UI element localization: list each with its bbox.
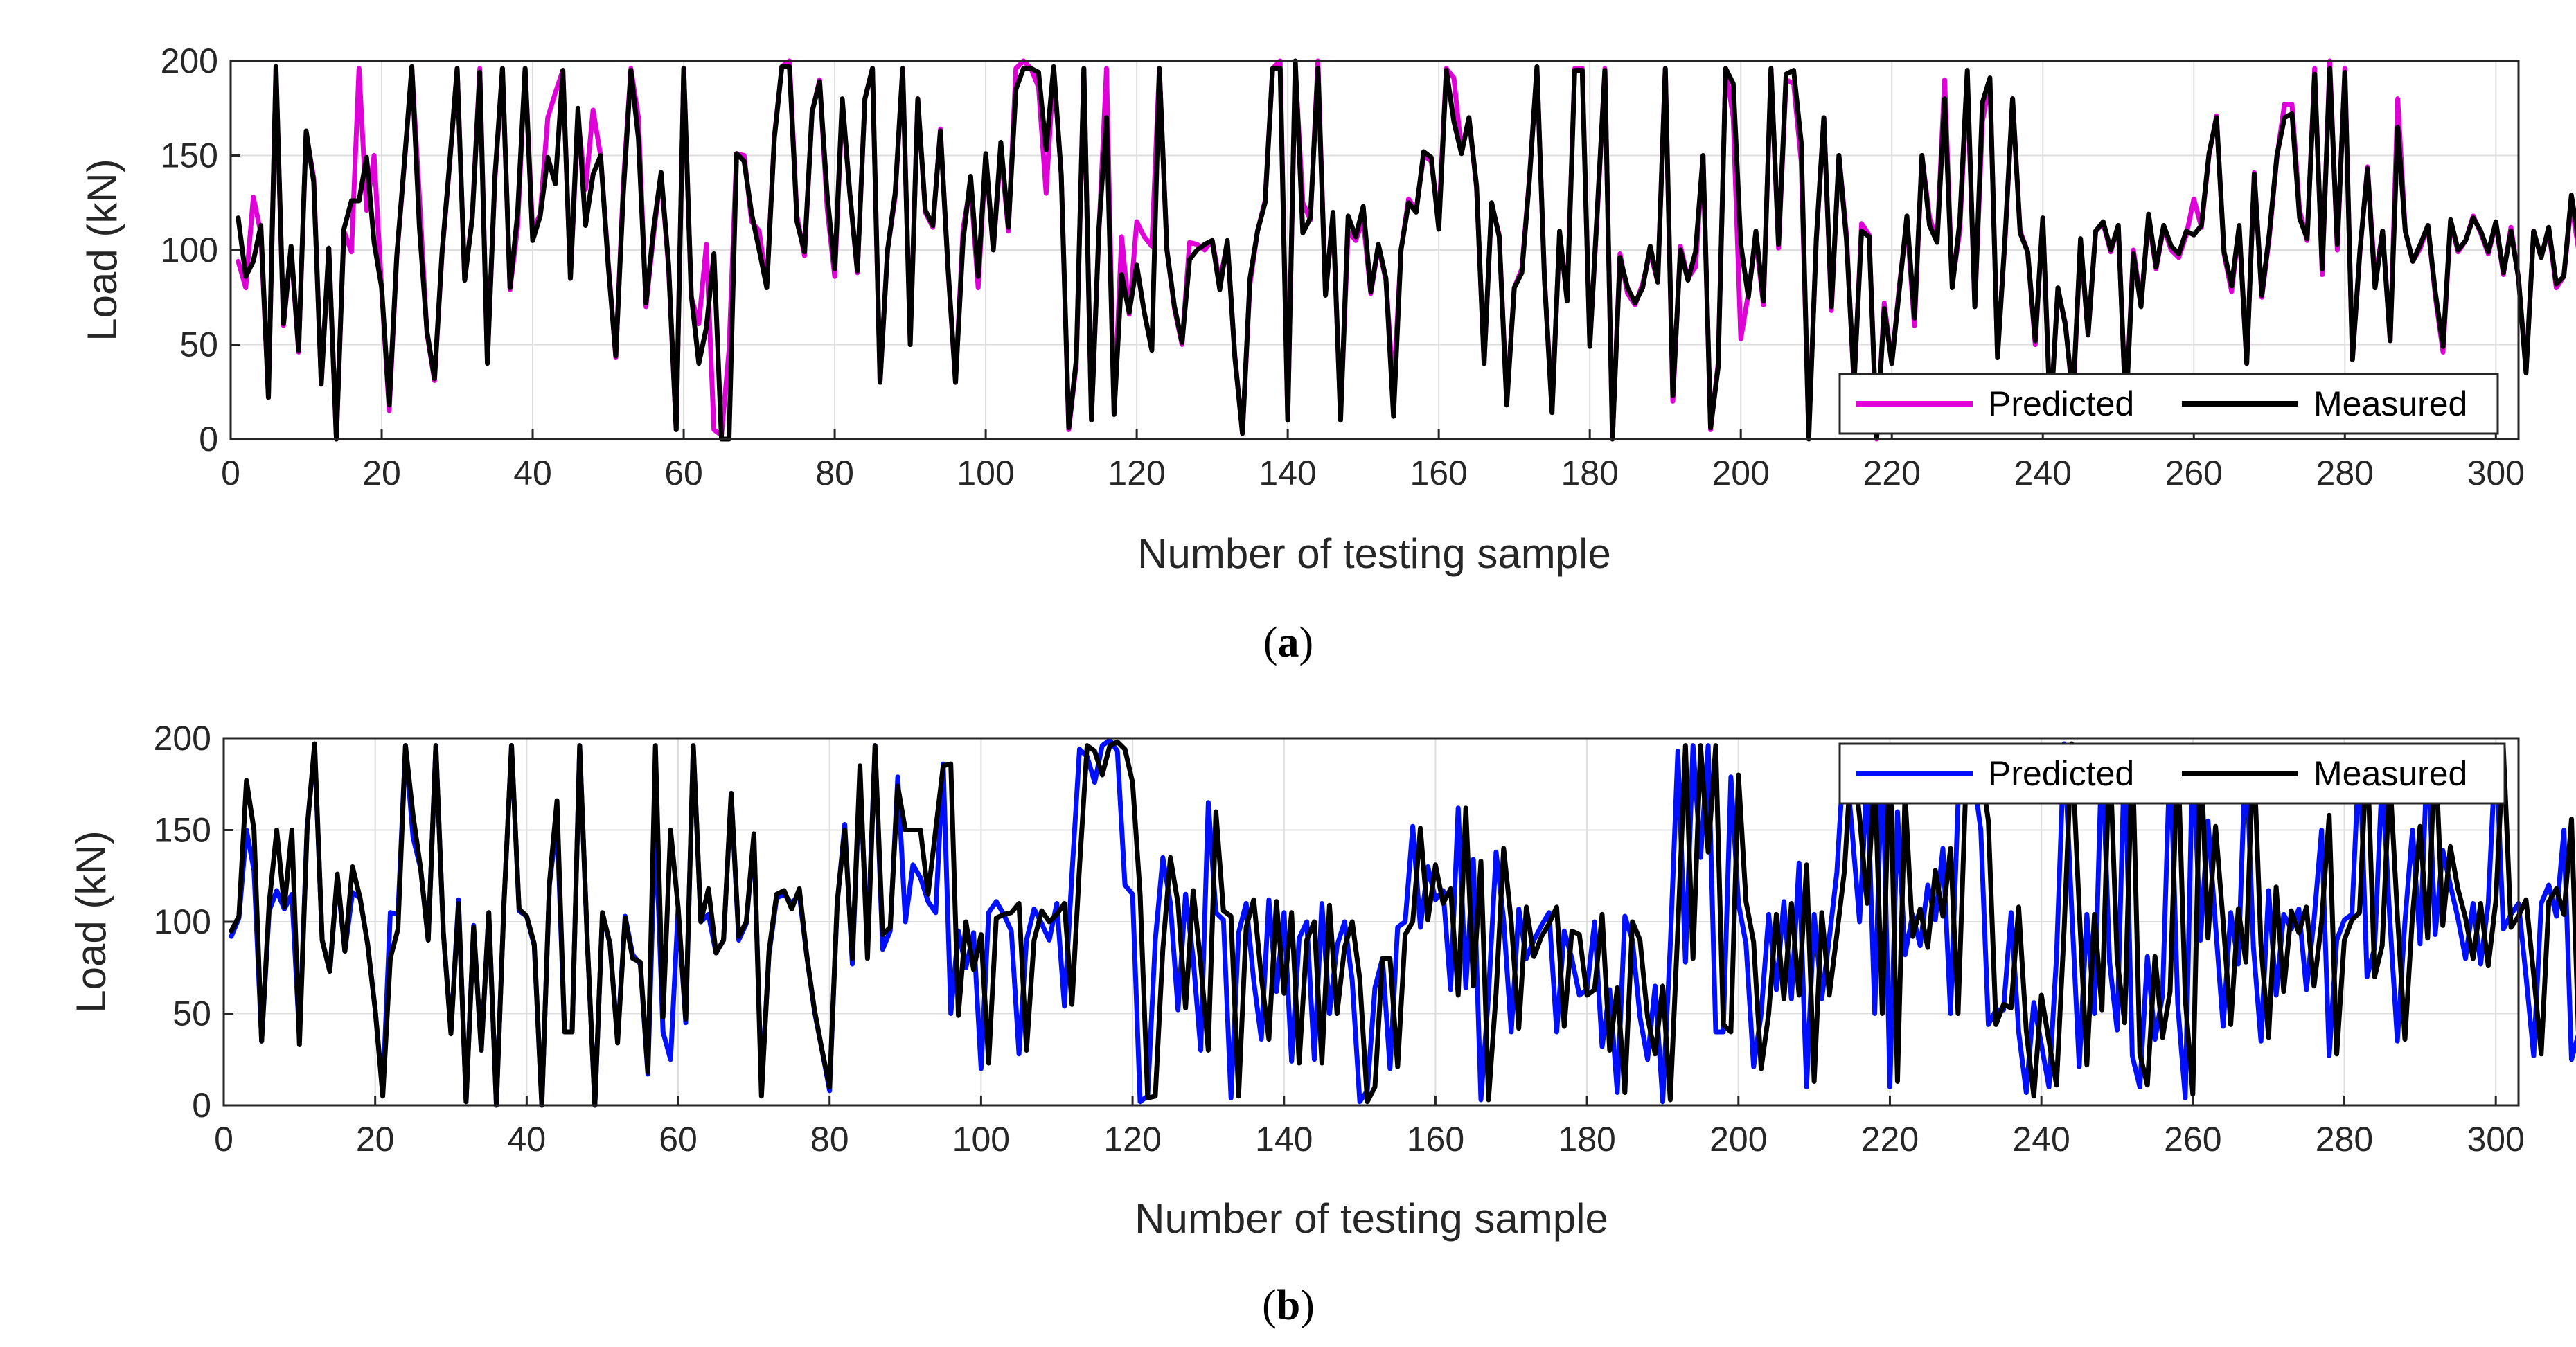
panel-b-y-axis-label: Load (kN)	[68, 830, 114, 1013]
panel-b-x-tick-label: 60	[659, 1120, 698, 1159]
panel-a-legend-measured-label: Measured	[2313, 384, 2467, 423]
panel-a-caption: (a)	[1263, 619, 1313, 666]
panel-a-x-tick-label: 280	[2316, 454, 2374, 492]
panel-a-x-tick-label: 120	[1108, 454, 1165, 492]
panel-a-y-tick-label: 100	[161, 231, 218, 269]
panel-a-x-tick-label: 0	[221, 454, 240, 492]
panel-a-legend-predicted-label: Predicted	[1988, 384, 2134, 423]
panel-b-lines	[229, 738, 2576, 1108]
panel-b-x-tick-label: 260	[2164, 1120, 2221, 1159]
panel-b-x-tick-label: 120	[1103, 1120, 1161, 1159]
panel-a-y-axis-label: Load (kN)	[79, 159, 125, 341]
panel-b-x-axis-label: Number of testing sample	[1135, 1195, 1608, 1242]
panel-b-series-measured-line	[229, 739, 2576, 1108]
panel-a-caption-letter: a	[1278, 619, 1299, 666]
panel-a-x-tick-label: 140	[1259, 454, 1316, 492]
panel-b-legend-predicted-label: Predicted	[1988, 754, 2134, 793]
panel-b-x-tick-label: 0	[214, 1120, 233, 1159]
panel-a-x-tick-label: 100	[957, 454, 1014, 492]
panel-b-caption: (b)	[1262, 1282, 1315, 1329]
panel-b-x-tick-label: 140	[1255, 1120, 1313, 1159]
panel-a-x-tick-label: 260	[2165, 454, 2223, 492]
panel-a: 0 20 40 60 80 100 120 140 160 180 200 220 240 260 280 3…	[79, 42, 2576, 666]
panel-a-y-tick-label: 150	[161, 136, 218, 175]
panel-a-series-measured-line	[236, 58, 2576, 442]
panel-a-x-tick-label: 200	[1712, 454, 1769, 492]
panel-a-x-tick-label: 240	[2014, 454, 2072, 492]
panel-b-y-tick-label: 100	[154, 902, 211, 941]
panel-b-x-tick-label: 80	[810, 1120, 849, 1159]
panel-b-x-tick-label: 160	[1407, 1120, 1464, 1159]
panel-b-ticks: 0 20 40 60 80 100 120 140 160 180 200 220 240 260 280 3…	[154, 719, 2525, 1159]
panel-a-y-tick-label: 0	[199, 420, 218, 458]
panel-b-y-tick-label: 200	[154, 719, 211, 758]
panel-a-x-tick-label: 40	[513, 454, 552, 492]
panel-b-x-tick-label: 240	[2012, 1120, 2070, 1159]
panel-b-legend-measured-label: Measured	[2313, 754, 2467, 793]
panel-a-x-tick-label: 20	[362, 454, 401, 492]
panel-a-x-tick-label: 60	[664, 454, 703, 492]
panel-b-x-tick-label: 200	[1709, 1120, 1767, 1159]
panel-b-y-tick-label: 50	[172, 994, 211, 1033]
panel-b: 0 20 40 60 80 100 120 140 160 180 200 220 240 260 280 3…	[68, 719, 2576, 1329]
panel-a-y-tick-label: 200	[161, 42, 218, 80]
panel-a-x-tick-label: 220	[1863, 454, 1920, 492]
panel-b-x-tick-label: 220	[1861, 1120, 1919, 1159]
panel-b-x-tick-label: 40	[508, 1120, 547, 1159]
panel-b-x-tick-label: 280	[2316, 1120, 2373, 1159]
panel-a-x-tick-label: 80	[815, 454, 854, 492]
panel-a-x-tick-label: 180	[1561, 454, 1618, 492]
panel-a-x-tick-label: 300	[2467, 454, 2525, 492]
panel-b-x-tick-label: 300	[2467, 1120, 2524, 1159]
panel-a-x-axis-label: Number of testing sample	[1137, 530, 1611, 577]
panel-b-legend: Predicted Measured	[1838, 742, 2506, 805]
panel-a-x-tick-label: 160	[1410, 454, 1467, 492]
panel-b-y-tick-label: 0	[192, 1086, 211, 1125]
panel-b-x-tick-label: 180	[1558, 1120, 1615, 1159]
panel-a-legend: Predicted Measured	[1838, 373, 2499, 435]
panel-b-x-tick-label: 20	[356, 1120, 395, 1159]
panel-b-x-tick-label: 100	[952, 1120, 1010, 1159]
panel-a-ticks: 0 20 40 60 80 100 120 140 160 180 200 220 240 260 280 3…	[161, 42, 2525, 492]
panel-b-y-tick-label: 150	[154, 811, 211, 850]
panel-b-caption-letter: b	[1277, 1282, 1300, 1329]
panel-a-y-tick-label: 50	[179, 325, 218, 364]
panel-a-lines	[236, 58, 2576, 442]
